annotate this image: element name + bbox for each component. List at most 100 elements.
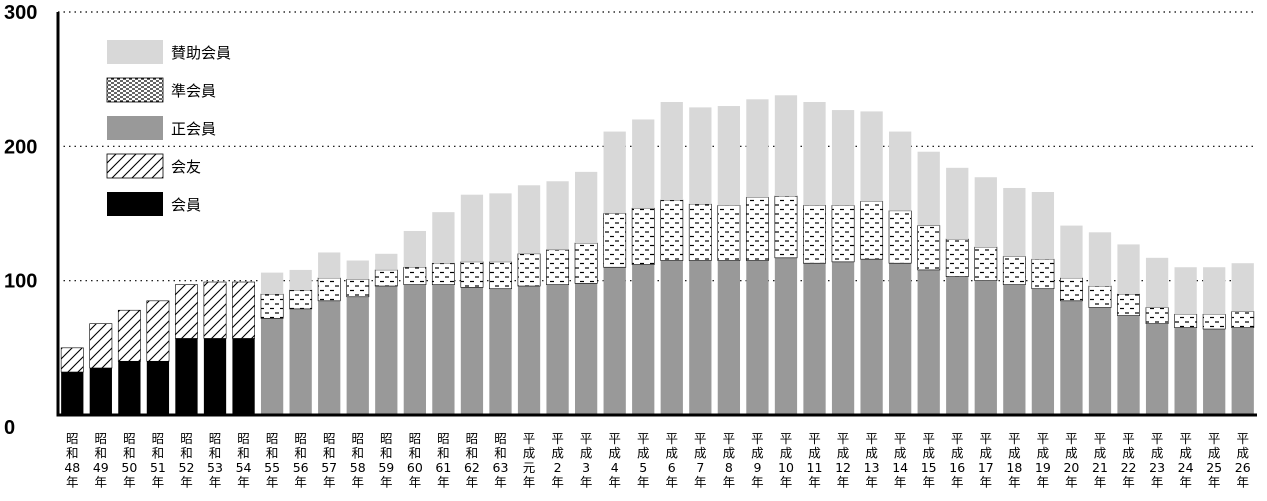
bar-segment-supporting: [460, 194, 484, 262]
bar-segment-quasi: [1202, 313, 1226, 330]
x-tick-label: 平成 3 年: [580, 431, 593, 490]
bar-segment-regular: [831, 261, 855, 415]
bar-segment-quasi: [1145, 307, 1169, 324]
bar-segment-regular: [1145, 323, 1169, 415]
bar-segment-quasi: [460, 261, 484, 288]
bar-segment-quasi: [546, 249, 570, 286]
x-tick-label: 平成 22 年: [1121, 431, 1137, 490]
bar-segment-regular: [1060, 300, 1083, 415]
bar-segment-regular: [575, 283, 598, 415]
bar-segment-member: [118, 361, 141, 415]
bar-segment-regular: [1117, 315, 1140, 415]
bar-segment-supporting: [946, 167, 969, 240]
legend-label-associate_friend: 会友: [171, 158, 201, 176]
bar-segment-member: [61, 372, 84, 415]
bar-segment-quasi: [688, 203, 712, 261]
x-tick-label: 平成 2 年: [551, 431, 564, 490]
legend-label-regular: 正会員: [171, 120, 216, 138]
legend-swatch-quasi: [106, 77, 164, 103]
bar-segment-quasi: [888, 210, 912, 264]
bar-segment-associate_friend: [175, 284, 198, 339]
bar-segment-supporting: [546, 181, 569, 250]
bar-segment-supporting: [603, 131, 626, 214]
x-tick-label: 平成 18 年: [1006, 431, 1022, 490]
bar-segment-quasi: [1174, 313, 1198, 328]
x-tick-label: 昭和 53 年: [207, 431, 223, 490]
x-tick-label: 昭和 52 年: [179, 431, 195, 490]
bar-segment-quasi: [346, 279, 370, 298]
x-tick-label: 平成 24 年: [1178, 431, 1194, 490]
x-tick-label: 昭和 60 年: [407, 431, 423, 490]
bar-segment-quasi: [374, 269, 398, 287]
bar-segment-supporting: [1060, 225, 1083, 278]
bar-segment-regular: [1203, 329, 1226, 415]
bar-segment-supporting: [403, 230, 426, 268]
bar-segment-quasi: [974, 246, 998, 281]
bar-segment-quasi: [1060, 277, 1083, 302]
bar-segment-associate_friend: [146, 300, 170, 362]
x-tick-label: 昭和 58 年: [350, 431, 366, 490]
bar-segment-quasi: [631, 207, 655, 265]
bar-segment-supporting: [860, 111, 883, 202]
x-tick-label: 平成 19 年: [1035, 431, 1051, 490]
bar-segment-associate_friend: [117, 309, 141, 362]
x-tick-label: 昭和 56 年: [293, 431, 309, 490]
bar-segment-regular: [1031, 288, 1055, 415]
legend-label-member: 会員: [171, 196, 201, 214]
bar-segment-associate_friend: [232, 281, 255, 339]
bar-segment-quasi: [945, 238, 969, 277]
bar-segment-supporting: [260, 272, 284, 295]
bar-segment-supporting: [717, 106, 741, 206]
bar-segment-regular: [917, 269, 940, 415]
axes: [56, 12, 1257, 417]
x-tick-label: 昭和 50 年: [121, 431, 137, 490]
y-tick-label: 100: [4, 271, 37, 293]
bar-segment-quasi: [289, 289, 313, 310]
x-tick-label: 昭和 51 年: [150, 431, 166, 490]
bar-segment-regular: [974, 280, 997, 415]
bar-segment-quasi: [774, 195, 798, 259]
x-tick-label: 平成 12 年: [835, 431, 851, 490]
y-axis-ticks: 0 100 200 300: [4, 2, 37, 439]
bar-segment-regular: [632, 264, 655, 415]
bar-segment-regular: [346, 296, 369, 415]
bar-segment-supporting: [1231, 263, 1254, 312]
bar-segment-quasi: [431, 262, 455, 285]
bar-segment-supporting: [318, 252, 341, 278]
x-tick-label: 平成 14 年: [892, 431, 908, 490]
bar-segment-supporting: [1003, 187, 1026, 257]
x-tick-label: 平成 26 年: [1235, 431, 1251, 490]
bar-segment-quasi: [403, 266, 427, 285]
bar-segment-regular: [774, 257, 798, 415]
bar-segment-quasi: [1088, 285, 1112, 308]
bar-segment-regular: [403, 284, 426, 415]
bar-segment-supporting: [346, 260, 369, 280]
bar-segment-member: [232, 338, 255, 415]
bar-segment-quasi: [317, 277, 341, 302]
bar-segment-quasi: [489, 261, 512, 290]
bar-segment-supporting: [974, 177, 997, 248]
bar-segment-supporting: [432, 212, 455, 264]
bar-segment-regular: [889, 263, 912, 415]
x-tick-label: 平成 21 年: [1092, 431, 1108, 490]
bar-segment-regular: [660, 260, 683, 415]
bar-segment-regular: [489, 288, 512, 415]
bar-segment-quasi: [517, 253, 541, 287]
x-tick-label: 平成 16 年: [949, 431, 965, 490]
bar-segment-regular: [717, 260, 741, 415]
bar-segment-regular: [260, 318, 284, 415]
bar-segment-regular: [803, 263, 826, 415]
x-tick-label: 昭和 63 年: [493, 431, 509, 490]
bar-segment-supporting: [1031, 192, 1055, 260]
x-tick-label: 昭和 62 年: [464, 431, 480, 490]
bar-segment-regular: [1003, 284, 1026, 415]
legend-swatch-member: [107, 192, 163, 216]
bar-segment-supporting: [1174, 267, 1197, 315]
bar-segment-supporting: [746, 99, 769, 198]
bar-segment-supporting: [660, 102, 683, 201]
bar-segment-member: [203, 338, 227, 415]
bar-segment-quasi: [260, 293, 284, 319]
bar-segment-associate_friend: [60, 347, 84, 373]
bar-segment-regular: [546, 284, 569, 415]
